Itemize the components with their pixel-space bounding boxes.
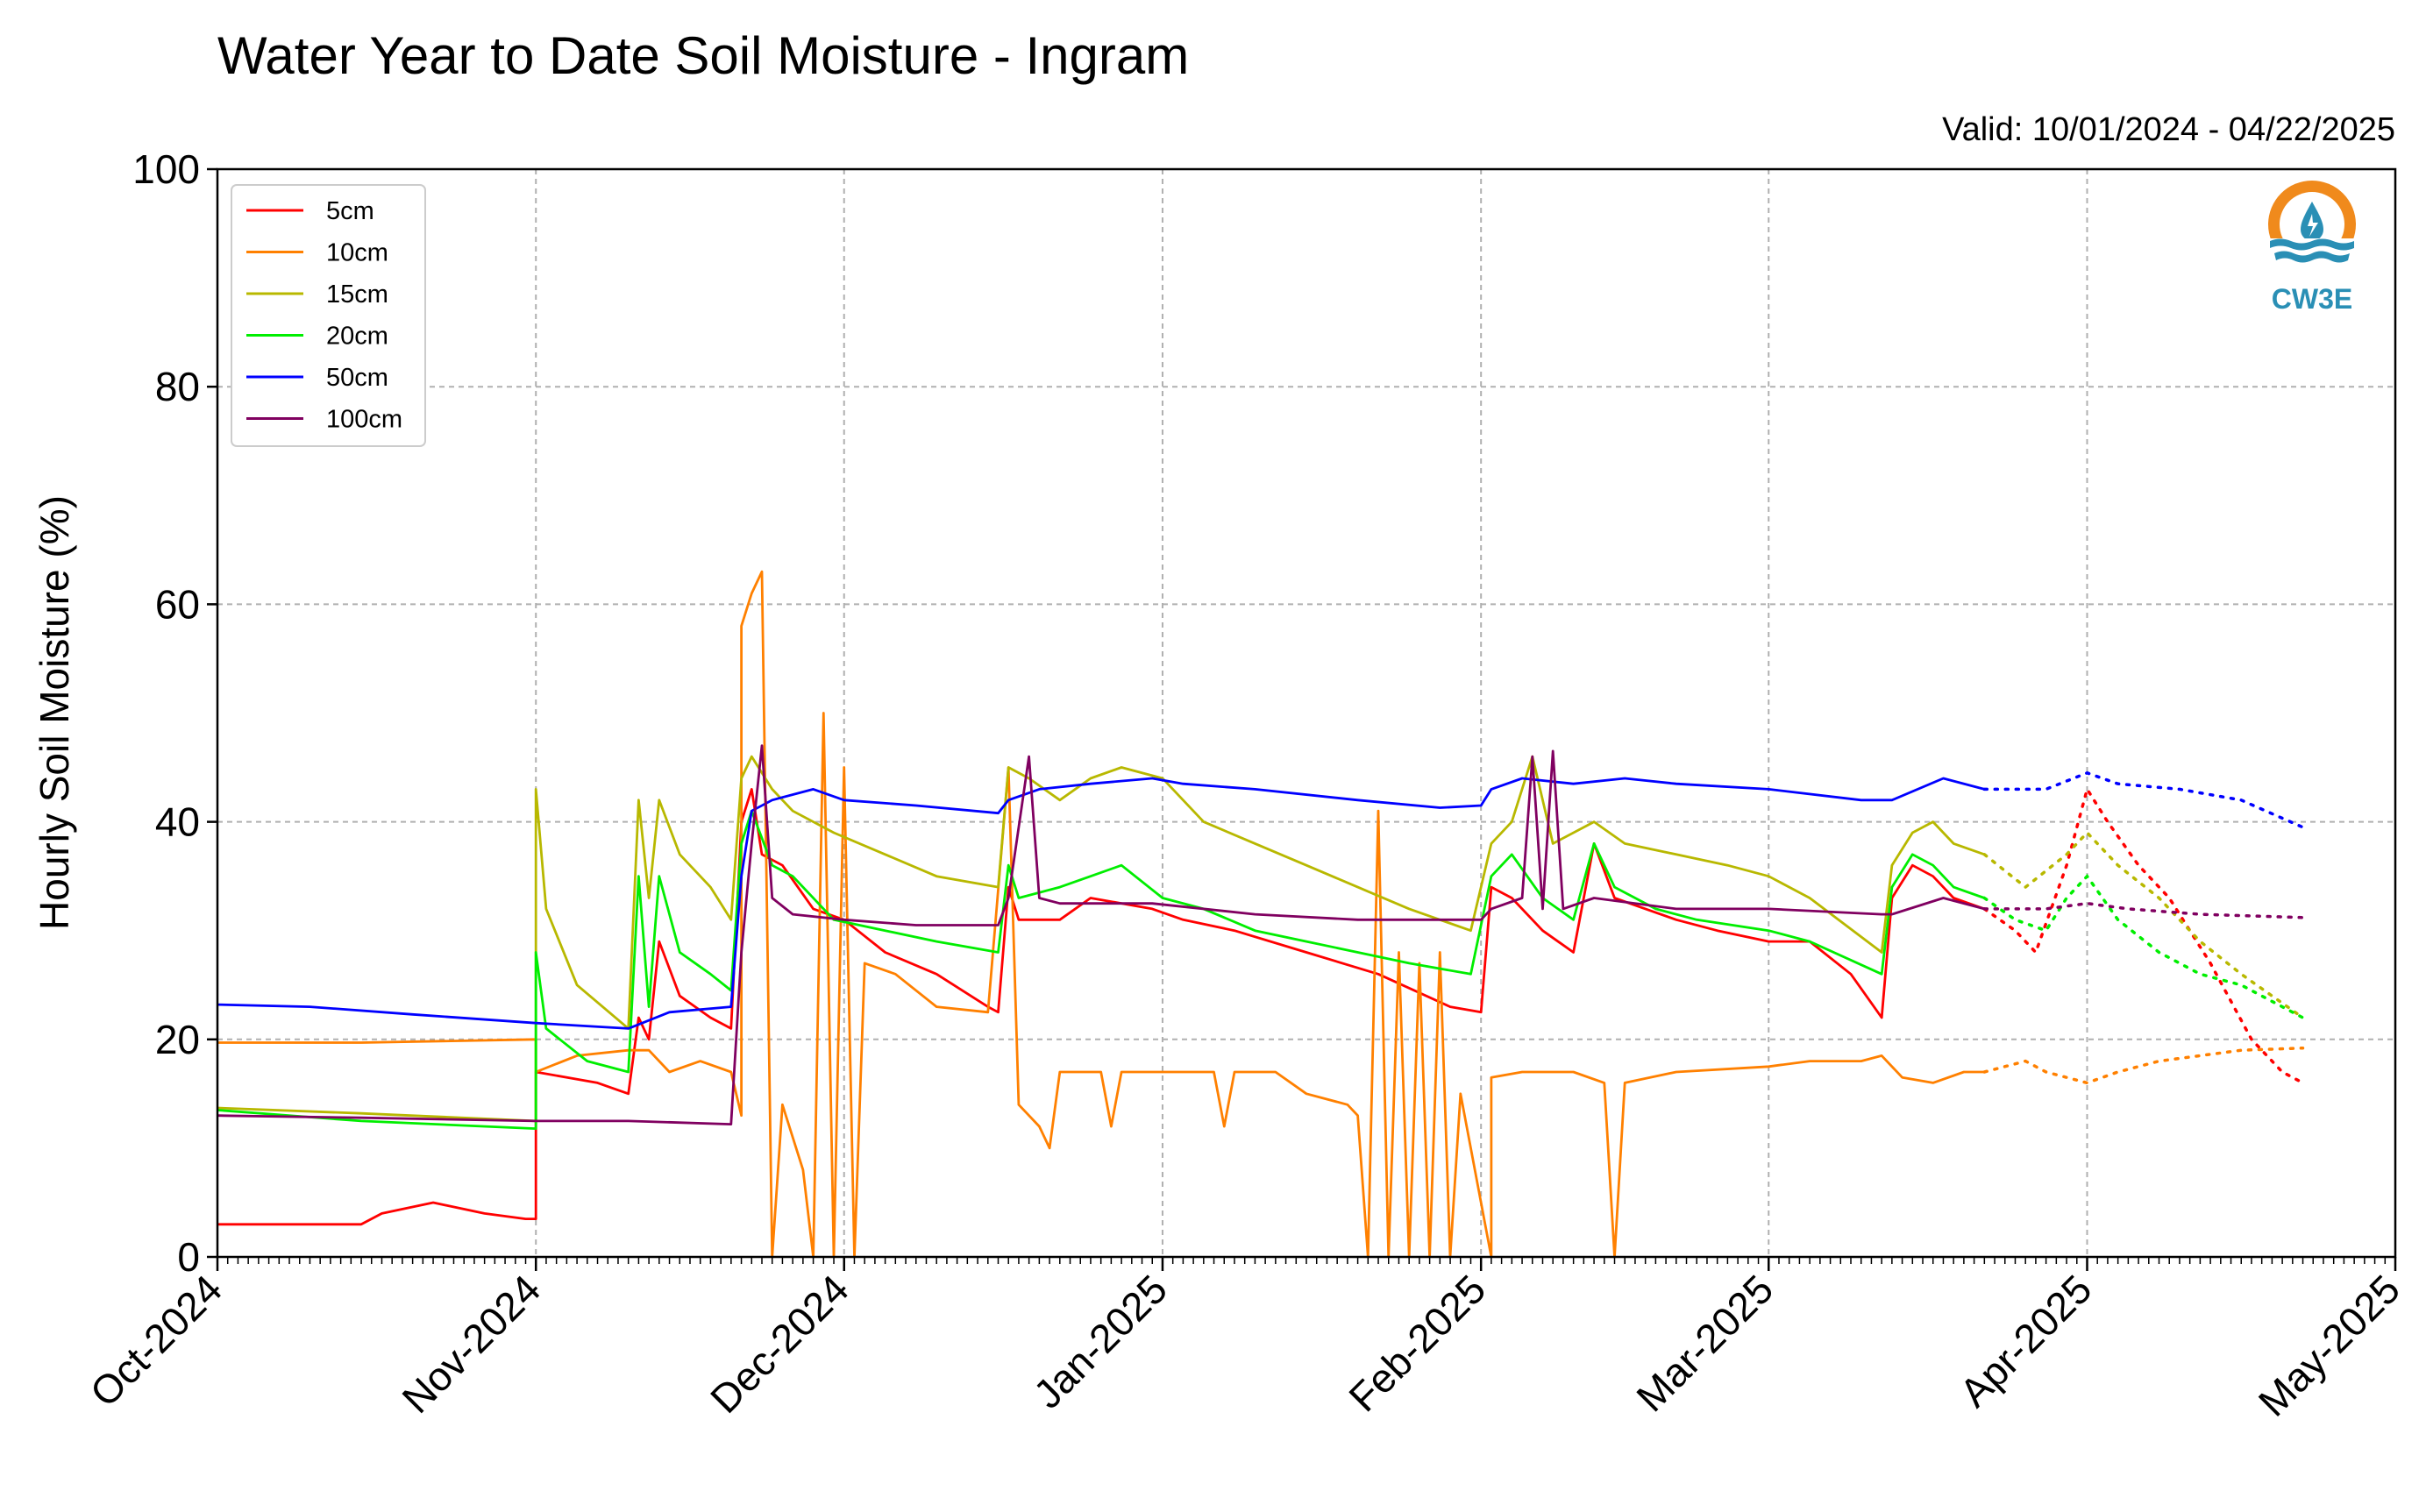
chart-title: Water Year to Date Soil Moisture - Ingra… [217, 26, 1189, 85]
y-tick-label: 20 [155, 1017, 200, 1062]
y-tick-label: 60 [155, 581, 200, 627]
series-line-15cm [217, 755, 1985, 1123]
legend-label-100cm: 100cm [326, 406, 402, 434]
series-lines [217, 570, 2305, 1259]
series-line-50cm [217, 777, 1985, 1030]
legend: 5cm 10cm 15cm 20cm 50cm 100cm [231, 184, 426, 447]
y-tick-label: 100 [132, 146, 200, 192]
cw3e-logo: CW3E [2268, 181, 2356, 315]
chart-subtitle: Valid: 10/01/2024 - 04/22/2025 [1942, 111, 2395, 148]
y-tick-label: 40 [155, 799, 200, 845]
series-projection-15cm [1982, 830, 2305, 1019]
series-projection-20cm [1982, 873, 2305, 1019]
x-axis-minor-ticks [226, 1257, 2387, 1264]
legend-label-10cm: 10cm [326, 239, 388, 267]
series-line-10cm [217, 570, 1985, 1259]
series-projection-5cm [1982, 785, 2305, 1085]
legend-label-5cm: 5cm [326, 197, 374, 225]
legend-box [231, 184, 426, 447]
series-projection-100cm [1982, 901, 2305, 919]
legend-label-20cm: 20cm [326, 323, 388, 351]
cw3e-logo-icon [2268, 181, 2356, 268]
cw3e-logo-text: CW3E [2272, 283, 2352, 315]
y-axis-label: Hourly Soil Moisture (%) [32, 495, 77, 930]
series-projection-10cm [1982, 1046, 2305, 1085]
y-tick-label: 0 [177, 1234, 200, 1280]
y-tick-label: 80 [155, 364, 200, 409]
legend-items: 5cm 10cm 15cm 20cm 50cm 100cm [246, 197, 402, 434]
y-axis-ticks: 0 20 40 60 80 100 [132, 146, 217, 1280]
grid [217, 169, 2395, 1257]
legend-label-15cm: 15cm [326, 280, 388, 309]
series-projection-50cm [1982, 770, 2305, 829]
series-line-20cm [217, 809, 1985, 1130]
series-line-100cm [217, 744, 1985, 1125]
legend-label-50cm: 50cm [326, 364, 388, 392]
